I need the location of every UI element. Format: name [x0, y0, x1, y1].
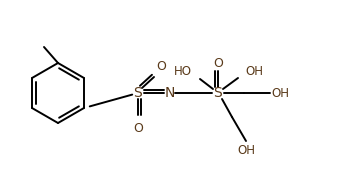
Text: OH: OH	[271, 86, 289, 100]
Text: O: O	[133, 123, 143, 135]
Text: OH: OH	[245, 65, 263, 78]
Text: HO: HO	[174, 65, 192, 78]
Text: OH: OH	[237, 144, 255, 156]
Text: O: O	[213, 57, 223, 70]
Text: S: S	[214, 86, 222, 100]
Text: N: N	[165, 86, 175, 100]
Text: S: S	[134, 86, 142, 100]
Text: O: O	[156, 60, 166, 73]
